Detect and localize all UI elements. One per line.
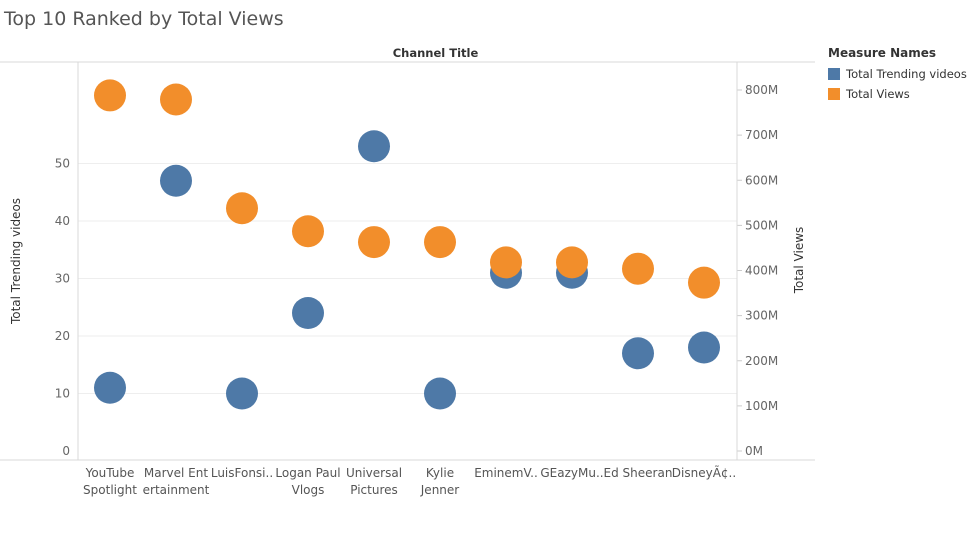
legend-item-trending[interactable]: Total Trending videos	[828, 64, 972, 84]
point-views	[94, 79, 126, 112]
x-tick-label: LuisFonsi..	[211, 466, 273, 480]
y2-tick-label: 100M	[745, 399, 778, 413]
x-tick-label: Kylie	[426, 466, 454, 480]
point-trending	[160, 164, 192, 197]
legend-swatch-views	[828, 88, 840, 100]
x-tick-label: DisneyÃ¢..	[672, 465, 736, 480]
point-views	[292, 215, 324, 248]
y2-axis-title: Total Views	[792, 227, 806, 295]
x-tick-label: Jenner	[420, 483, 460, 497]
x-tick-label: GEazyMu..	[540, 466, 603, 480]
point-trending	[622, 337, 654, 370]
point-views	[490, 246, 522, 279]
legend: Measure Names Total Trending videos Tota…	[828, 46, 972, 104]
y-tick-label: 40	[55, 214, 70, 228]
point-views	[556, 246, 588, 279]
x-tick-label: Spotlight	[83, 483, 137, 497]
y-tick-label: 20	[55, 329, 70, 343]
y2-tick-label: 500M	[745, 218, 778, 232]
x-tick-label: Vlogs	[292, 483, 325, 497]
point-trending	[226, 377, 258, 410]
y2-tick-label: 300M	[745, 309, 778, 323]
y2-tick-label: 600M	[745, 173, 778, 187]
chart-title: Top 10 Ranked by Total Views	[4, 8, 284, 30]
y2-tick-label: 0M	[745, 444, 763, 458]
legend-label-trending: Total Trending videos	[846, 67, 967, 81]
y2-tick-label: 800M	[745, 83, 778, 97]
x-tick-label: EminemV..	[474, 466, 538, 480]
x-tick-label: Pictures	[350, 483, 398, 497]
point-views	[688, 266, 720, 299]
point-views	[424, 226, 456, 259]
legend-swatch-trending	[828, 68, 840, 80]
y2-tick-label: 700M	[745, 128, 778, 142]
point-views	[226, 192, 258, 225]
x-tick-label: YouTube	[85, 466, 135, 480]
point-trending	[94, 371, 126, 404]
legend-item-views[interactable]: Total Views	[828, 84, 972, 104]
point-views	[358, 226, 390, 259]
y-tick-label: 30	[55, 272, 70, 286]
y-tick-label: 0	[62, 444, 70, 458]
y-tick-label: 10	[55, 387, 70, 401]
x-tick-label: ertainment	[143, 483, 210, 497]
point-views	[622, 252, 654, 285]
y-tick-label: 50	[55, 157, 70, 171]
y2-tick-label: 400M	[745, 264, 778, 278]
point-trending	[688, 331, 720, 364]
legend-title: Measure Names	[828, 46, 937, 60]
legend-label-views: Total Views	[846, 87, 910, 101]
x-axis-title: Channel Title	[393, 46, 479, 60]
y2-tick-label: 200M	[745, 354, 778, 368]
x-tick-label: Marvel Ent	[144, 466, 208, 480]
point-trending	[424, 377, 456, 410]
point-views	[160, 83, 192, 116]
x-tick-label: Ed Sheeran	[604, 466, 673, 480]
point-trending	[292, 297, 324, 329]
x-tick-label: Logan Paul	[275, 466, 340, 480]
point-trending	[358, 130, 390, 163]
y-axis-title: Total Trending videos	[9, 198, 23, 325]
x-tick-label: Universal	[346, 466, 402, 480]
